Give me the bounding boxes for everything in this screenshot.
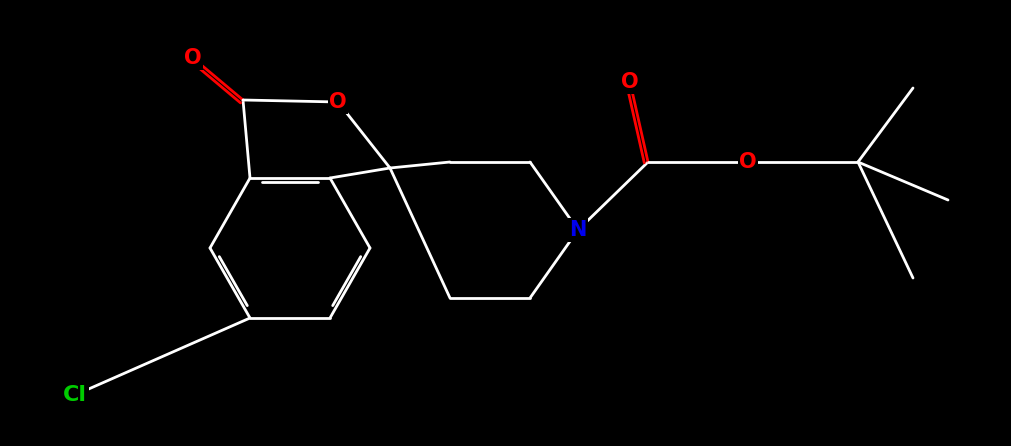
Text: O: O	[184, 48, 201, 68]
Text: O: O	[621, 72, 638, 92]
Text: N: N	[569, 220, 586, 240]
Text: Cl: Cl	[63, 385, 87, 405]
Text: O: O	[329, 92, 347, 112]
Text: O: O	[738, 152, 756, 172]
